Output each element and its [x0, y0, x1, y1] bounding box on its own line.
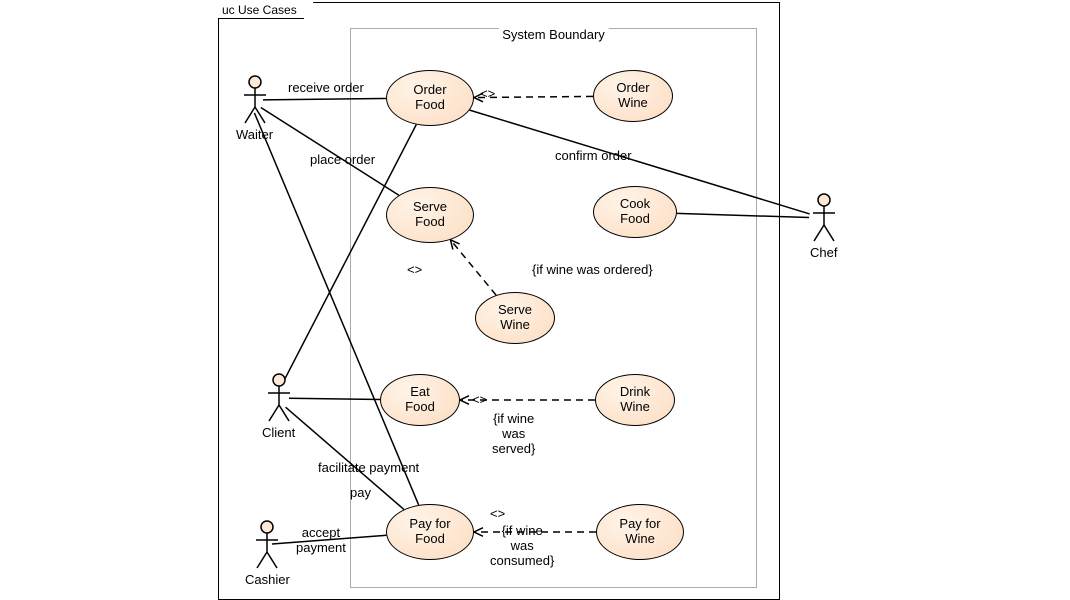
actor-label: Chef	[810, 245, 837, 260]
usecase-order-food: OrderFood	[386, 70, 474, 126]
usecase-pay-food: Pay forFood	[386, 504, 474, 560]
guard-condition: {if winewasserved}	[492, 412, 535, 457]
usecase-drink-wine: DrinkWine	[595, 374, 675, 426]
usecase-label: CookFood	[620, 197, 650, 227]
label-accept-payment: acceptpayment	[296, 526, 346, 556]
label-pay: pay	[350, 485, 371, 500]
label-place-order: place order	[310, 152, 375, 167]
actor-client: Client	[262, 373, 295, 440]
actor-chef: Chef	[810, 193, 837, 260]
stick-figure-icon	[266, 373, 292, 423]
usecase-cook-food: CookFood	[593, 186, 677, 238]
actor-label: Client	[262, 425, 295, 440]
label-confirm-order: confirm order	[555, 148, 632, 163]
usecase-label: OrderWine	[616, 81, 649, 111]
usecase-pay-wine: Pay forWine	[596, 504, 684, 560]
label-receive-order: receive order	[288, 80, 364, 95]
stick-figure-icon	[242, 75, 268, 125]
guard-condition: {if winewasconsumed}	[490, 524, 554, 569]
extend-stereotype: <>	[480, 86, 495, 101]
boundary-title: System Boundary	[498, 27, 609, 42]
stick-figure-icon	[254, 520, 280, 570]
usecase-eat-food: EatFood	[380, 374, 460, 426]
extend-stereotype: <>	[490, 506, 505, 521]
actor-label: Cashier	[245, 572, 290, 587]
extend-stereotype: <>	[472, 392, 487, 407]
actor-waiter: Waiter	[236, 75, 273, 142]
label-facilitate-payment: facilitate payment	[318, 460, 419, 475]
usecase-order-wine: OrderWine	[593, 70, 673, 122]
actor-label: Waiter	[236, 127, 273, 142]
usecase-serve-food: ServeFood	[386, 187, 474, 243]
usecase-label: EatFood	[405, 385, 435, 415]
usecase-label: ServeWine	[498, 303, 532, 333]
diagram-canvas: uc Use Cases System Boundary Waiter Clie…	[0, 0, 1070, 600]
usecase-label: OrderFood	[413, 83, 446, 113]
stick-figure-icon	[811, 193, 837, 243]
usecase-label: DrinkWine	[620, 385, 650, 415]
usecase-label: Pay forFood	[409, 517, 450, 547]
actor-cashier: Cashier	[245, 520, 290, 587]
extend-stereotype: <>	[407, 262, 422, 277]
usecase-serve-wine: ServeWine	[475, 292, 555, 344]
usecase-label: ServeFood	[413, 200, 447, 230]
usecase-label: Pay forWine	[619, 517, 660, 547]
frame-title: uc Use Cases	[218, 2, 314, 19]
guard-condition: {if wine was ordered}	[532, 262, 653, 277]
